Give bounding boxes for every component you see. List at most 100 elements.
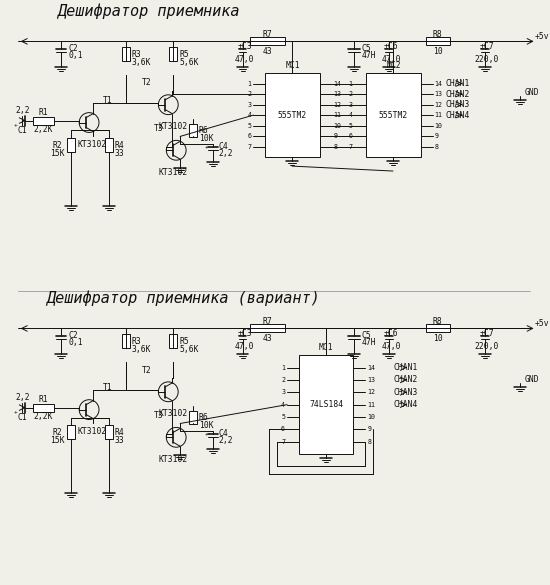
Text: 10: 10 [334, 123, 342, 129]
Text: C1: C1 [18, 413, 28, 422]
Text: ±C3: ±C3 [237, 329, 252, 338]
Text: +: + [205, 144, 209, 149]
Text: 10: 10 [434, 123, 443, 129]
Text: 2,2K: 2,2K [34, 125, 53, 134]
Text: T3: T3 [153, 124, 163, 133]
Text: GND: GND [525, 376, 540, 384]
Text: 7: 7 [248, 144, 251, 150]
Bar [32, 404, 54, 412]
Text: T1: T1 [103, 383, 113, 393]
Text: +: + [14, 122, 18, 127]
Text: ±C3: ±C3 [237, 42, 252, 51]
Text: 5,6K: 5,6K [179, 58, 199, 67]
Text: C1: C1 [18, 126, 28, 135]
Bar [105, 425, 113, 439]
Text: R6: R6 [199, 126, 208, 135]
Text: +: + [14, 409, 18, 414]
Text: CHAN2: CHAN2 [393, 376, 418, 384]
Bar [105, 139, 113, 152]
Text: MC1: MC1 [285, 61, 300, 70]
Text: 13: 13 [434, 91, 443, 97]
Text: 47H: 47H [361, 338, 376, 347]
Text: 2: 2 [248, 91, 251, 97]
Text: 11: 11 [434, 112, 443, 118]
Text: T1: T1 [103, 97, 113, 105]
Text: GND: GND [525, 88, 540, 97]
Text: R5: R5 [179, 50, 189, 58]
Text: 43: 43 [262, 334, 272, 343]
Text: T2: T2 [142, 366, 151, 374]
Text: 5: 5 [348, 123, 353, 129]
Text: C4: C4 [219, 429, 228, 438]
Text: R4: R4 [115, 428, 125, 437]
Text: 6: 6 [348, 133, 353, 139]
Text: 3: 3 [348, 102, 353, 108]
Text: 10: 10 [367, 414, 375, 420]
Text: R8: R8 [433, 30, 442, 39]
Text: CHAN2: CHAN2 [446, 90, 470, 99]
Text: 11: 11 [334, 112, 342, 118]
Text: R7: R7 [262, 30, 272, 39]
Text: CHAN1: CHAN1 [446, 79, 470, 88]
Bar [189, 411, 197, 425]
Text: 11: 11 [367, 402, 375, 408]
Text: ±C6: ±C6 [384, 42, 398, 51]
Text: KT3102: KT3102 [78, 140, 107, 149]
Text: +: + [205, 431, 209, 436]
Bar [265, 73, 320, 157]
Text: 0,1: 0,1 [68, 338, 83, 347]
Bar [169, 47, 177, 61]
Text: 2: 2 [348, 91, 353, 97]
Bar [169, 335, 177, 348]
Text: 74LS184: 74LS184 [309, 400, 343, 409]
Text: 15K: 15K [50, 149, 65, 158]
Text: R2: R2 [53, 141, 62, 150]
Text: CHAN4: CHAN4 [393, 400, 418, 409]
Bar [426, 325, 450, 332]
Text: 13: 13 [367, 377, 375, 383]
Text: C2: C2 [68, 331, 78, 340]
Text: CHAN3: CHAN3 [393, 388, 418, 397]
Text: 220,0: 220,0 [475, 54, 499, 64]
Text: T2: T2 [142, 78, 151, 87]
Text: 10K: 10K [199, 421, 213, 430]
Text: 4: 4 [281, 402, 285, 408]
Text: 33: 33 [115, 149, 125, 158]
Text: 555TM2: 555TM2 [379, 111, 408, 119]
Text: 47,0: 47,0 [381, 342, 401, 351]
Text: 9: 9 [367, 426, 371, 432]
Text: +5v: +5v [535, 319, 549, 328]
Text: C2: C2 [68, 44, 78, 53]
Text: 10: 10 [433, 334, 442, 343]
Text: 3,6K: 3,6K [131, 58, 151, 67]
Text: 2,2: 2,2 [219, 436, 233, 445]
Text: KT3102: KT3102 [158, 167, 188, 177]
Text: C4: C4 [219, 142, 228, 151]
Text: 1: 1 [348, 81, 353, 87]
Text: 7: 7 [348, 144, 353, 150]
Text: 9: 9 [434, 133, 438, 139]
Text: 47H: 47H [361, 51, 376, 60]
Text: 15K: 15K [50, 436, 65, 445]
Text: 6: 6 [248, 133, 251, 139]
Text: R4: R4 [115, 141, 125, 150]
Bar [299, 355, 354, 454]
Text: R8: R8 [433, 317, 442, 326]
Bar [366, 73, 421, 157]
Text: 12: 12 [434, 102, 443, 108]
Text: R2: R2 [53, 428, 62, 437]
Text: 1: 1 [248, 81, 251, 87]
Text: 8: 8 [334, 144, 338, 150]
Text: R7: R7 [262, 317, 272, 326]
Bar [32, 116, 54, 125]
Bar [122, 47, 130, 61]
Text: 14: 14 [334, 81, 342, 87]
Text: 4: 4 [348, 112, 353, 118]
Text: Дешифратор приемника (вариант): Дешифратор приемника (вариант) [46, 291, 320, 307]
Text: 5,6K: 5,6K [179, 345, 199, 354]
Text: ±C6: ±C6 [384, 329, 398, 338]
Text: 555TM2: 555TM2 [278, 111, 307, 119]
Text: 47,0: 47,0 [235, 342, 254, 351]
Text: 5: 5 [281, 414, 285, 420]
Text: 3,6K: 3,6K [131, 345, 151, 354]
